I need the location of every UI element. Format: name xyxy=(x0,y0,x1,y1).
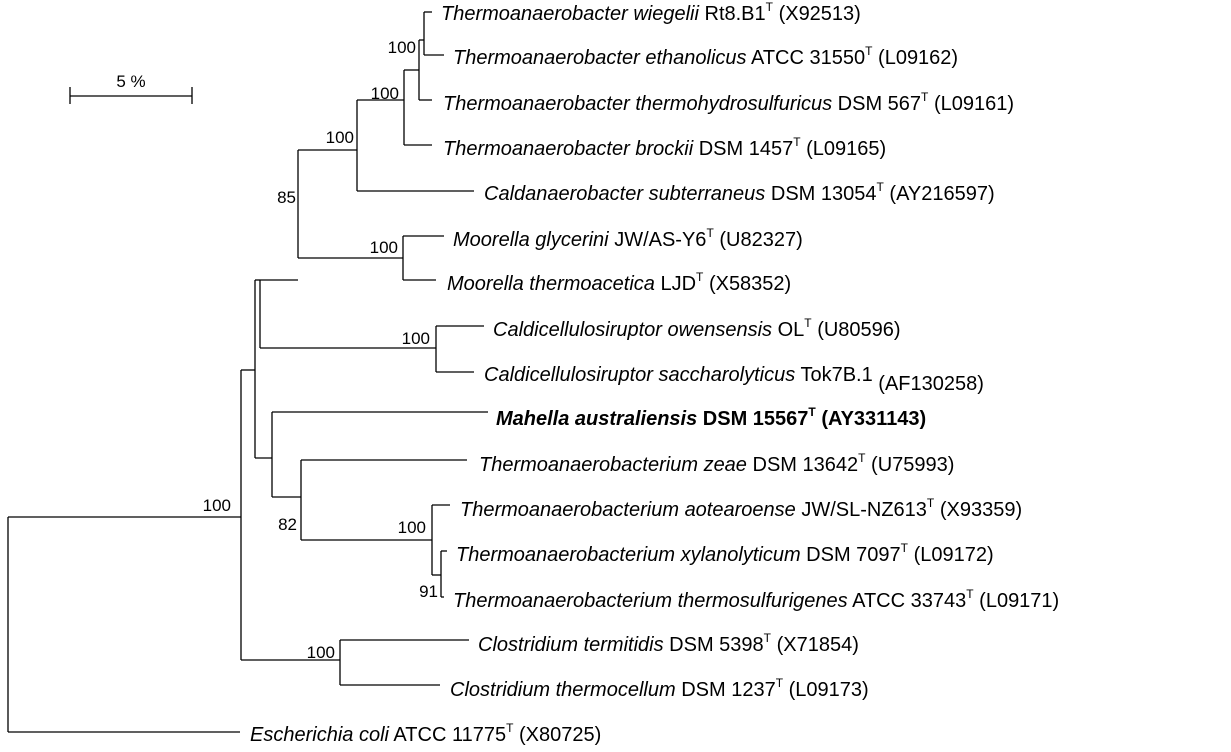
bootstrap-label: 85 xyxy=(277,188,296,207)
scale-bar-label: 5 % xyxy=(116,72,145,91)
bootstrap-label: 100 xyxy=(326,128,354,147)
taxon-label: Thermoanaerobacterium aotearoense JW/SL-… xyxy=(460,496,1022,521)
bootstrap-label: 91 xyxy=(419,582,438,601)
taxon-label: Thermoanaerobacter brockii DSM 1457T (L0… xyxy=(443,135,886,160)
bootstrap-label: 100 xyxy=(371,84,399,103)
taxon-label: Clostridium thermocellum DSM 1237T (L091… xyxy=(450,676,869,701)
taxon-label-highlighted: Mahella australiensis DSM 15567T (AY3311… xyxy=(496,405,926,430)
taxon-label: Thermoanaerobacter ethanolicus ATCC 3155… xyxy=(453,44,958,69)
taxon-label: Thermoanaerobacter thermohydrosulfuricus… xyxy=(443,90,1014,115)
tree-branches xyxy=(7,11,488,733)
taxon-label: Moorella glycerini JW/AS-Y6T (U82327) xyxy=(453,226,803,251)
bootstrap-label: 100 xyxy=(388,38,416,57)
taxon-label: Escherichia coli ATCC 11775T (X80725) xyxy=(250,721,601,746)
taxon-label: Thermoanaerobacter wiegelii Rt8.B1T (X92… xyxy=(441,0,861,25)
bootstrap-label: 100 xyxy=(203,496,231,515)
taxon-labels: Thermoanaerobacter wiegelii Rt8.B1T (X92… xyxy=(250,0,1059,746)
bootstrap-label: 82 xyxy=(278,515,297,534)
bootstrap-label: 100 xyxy=(370,238,398,257)
taxon-label: Caldicellulosiruptor saccharolyticus Tok… xyxy=(484,364,984,395)
bootstrap-label: 100 xyxy=(402,329,430,348)
bootstrap-label: 100 xyxy=(398,518,426,537)
bootstrap-values: 100 100 100 85 100 100 82 100 91 100 100 xyxy=(203,38,438,662)
taxon-label: Caldicellulosiruptor owensensis OLT (U80… xyxy=(493,316,901,341)
taxon-label: Thermoanaerobacterium thermosulfurigenes… xyxy=(453,587,1059,612)
taxon-label: Moorella thermoacetica LJDT (X58352) xyxy=(447,270,791,295)
taxon-label: Thermoanaerobacterium zeae DSM 13642T (U… xyxy=(479,451,954,476)
bootstrap-label: 100 xyxy=(307,643,335,662)
taxon-label: Clostridium termitidis DSM 5398T (X71854… xyxy=(478,631,859,656)
taxon-label: Caldanaerobacter subterraneus DSM 13054T… xyxy=(484,180,995,205)
taxon-label: Thermoanaerobacterium xylanolyticum DSM … xyxy=(456,541,994,566)
scale-bar: 5 % xyxy=(69,72,193,104)
